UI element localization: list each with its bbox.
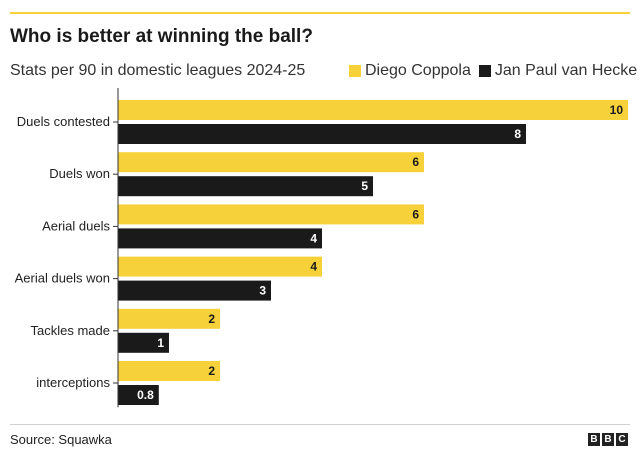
source-note: Source: Squawka: [10, 432, 112, 447]
bar-value-label: 1: [157, 336, 164, 350]
bar: [118, 256, 322, 277]
bar: [118, 100, 628, 120]
bar-value-label: 8: [514, 127, 521, 141]
bbc-logo-letter: B: [602, 433, 614, 446]
legend-swatch-series-1: [349, 65, 361, 77]
legend-item-series-1: Diego Coppola: [349, 62, 471, 80]
bar-value-label: 0.8: [137, 388, 154, 402]
bar-value-label: 3: [259, 284, 266, 298]
category-label: Aerial duels won: [15, 271, 110, 286]
bottom-rule: [10, 424, 630, 425]
category-label: Tackles made: [31, 323, 110, 338]
bar-value-label: 2: [208, 364, 215, 378]
bar-value-label: 4: [310, 231, 317, 245]
bar: [118, 176, 373, 197]
category-label: Duels contested: [17, 114, 110, 129]
bar-value-label: 5: [361, 179, 368, 193]
chart-title: Who is better at winning the ball?: [10, 26, 313, 47]
chart-subtitle: Stats per 90 in domestic leagues 2024-25: [10, 62, 306, 79]
category-label: Aerial duels: [42, 218, 110, 233]
bbc-logo: B B C: [586, 433, 628, 446]
bar-chart: Duels contested 10 8 Duels won 6 5 Aerial duel…: [15, 88, 628, 408]
legend: Diego Coppola Jan Paul van Hecke: [349, 62, 640, 80]
bar: [118, 332, 169, 353]
bar: [118, 124, 526, 144]
bar: [118, 204, 424, 225]
bar: [118, 385, 159, 405]
bbc-logo-letter: B: [588, 433, 600, 446]
bar: [118, 228, 322, 249]
bar: [118, 361, 220, 381]
legend-item-series-2: Jan Paul van Hecke: [478, 62, 638, 80]
legend-label-series-1: Diego Coppola: [365, 62, 471, 79]
bar-value-label: 6: [412, 155, 419, 169]
category-label: interceptions: [36, 375, 110, 390]
bbc-logo-letter: C: [616, 433, 628, 446]
bar: [118, 152, 424, 173]
bar: [118, 308, 220, 329]
bar-value-label: 6: [412, 207, 419, 221]
bar-value-label: 4: [310, 260, 317, 274]
bar-value-label: 10: [610, 103, 624, 117]
legend-swatch-series-2: [478, 65, 491, 77]
bar-value-label: 2: [208, 312, 215, 326]
category-label: Duels won: [49, 166, 110, 181]
top-accent-rule: [10, 12, 630, 14]
bar: [118, 280, 271, 301]
legend-label-series-2: Jan Paul van Hecke: [494, 62, 638, 79]
